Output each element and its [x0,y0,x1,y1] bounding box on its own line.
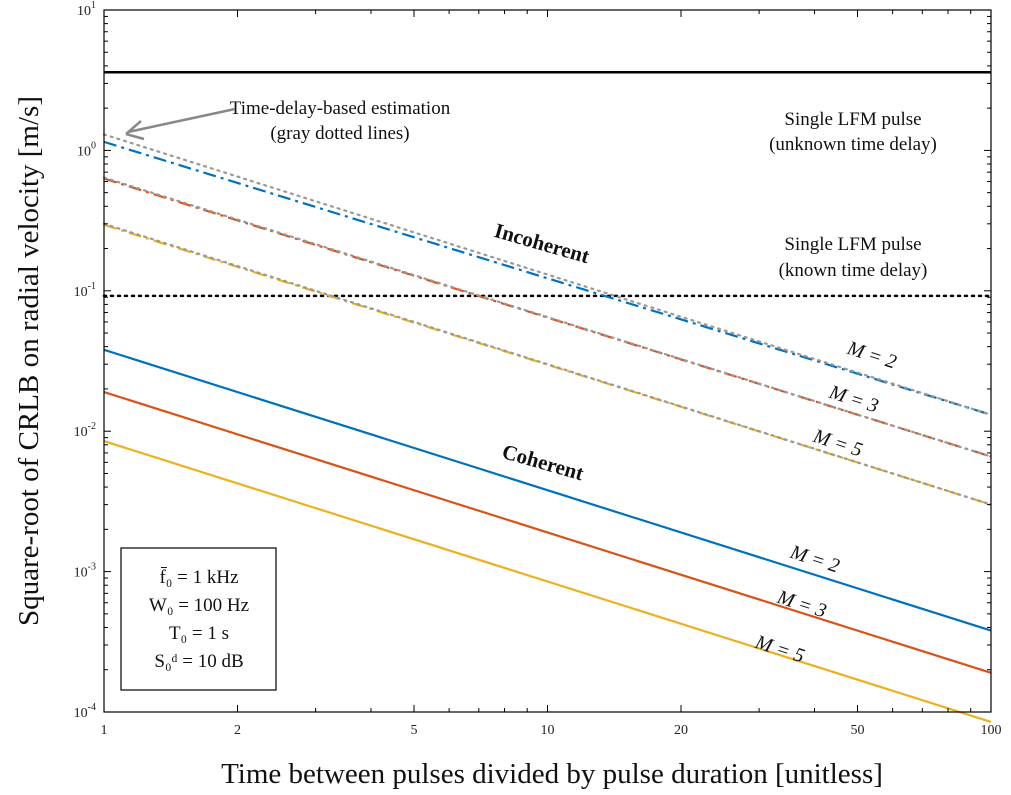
y-tick-label: 10-1 [74,281,96,300]
param-bandwidth: W₀ = 100 Hz [149,595,249,616]
series-line-incoherent-m3-3 [103,177,992,458]
label-incoherent-m2: M = 2 [844,337,899,374]
series-line-coherent-m5-10 [103,440,992,723]
x-tick-label: 50 [850,723,864,738]
series-line-incoherent-m2-2 [103,140,992,416]
x-tick-label: 10 [541,723,555,738]
series-line-time-delay-6 [102,176,993,458]
annot-single-known-line1: Single LFM pulse [784,234,921,255]
x-tick-label: 5 [410,723,417,738]
params-box [120,547,277,691]
series-line-coherent-m2-8 [103,348,992,632]
y-tick-label: 10-2 [74,421,96,440]
x-tick-label: 2 [234,723,241,738]
annot-single-unknown-line1: Single LFM pulse [784,109,921,130]
annot-timedelay-line2: (gray dotted lines) [270,123,409,144]
y-tick-label: 100 [77,140,96,159]
annot-timedelay-arrowhead [125,120,145,141]
annot-single-known-line2: (known time delay) [779,260,928,281]
y-tick-label: 10-4 [74,702,96,721]
label-coherent-m3: M = 3 [774,586,829,623]
annot-single-unknown-line2: (unknown time delay) [769,134,937,155]
ticks-layer: 1 2 5 10 20 50 100 10-4 10-3 10-2 10-1 100 101 [74,0,1002,738]
label-coherent-m2: M = 2 [787,541,842,578]
label-incoherent-m3: M = 3 [826,381,881,418]
x-tick-label: 1 [101,723,108,738]
x-tick-label: 100 [981,723,1002,738]
x-axis-title: Time between pulses divided by pulse dur… [221,758,883,790]
series-line-time-delay-7 [102,222,993,506]
x-tick-label: 20 [674,723,688,738]
label-coherent-m5: M = 5 [752,631,807,668]
y-tick-label: 101 [77,0,96,19]
y-axis-title: Square-root of CRLB on radial velocity [… [13,96,45,626]
series-line-time-delay-5 [102,133,993,416]
param-snr: S₀ᵈ = 10 dB [154,651,243,672]
annot-timedelay-line1: Time-delay-based estimation [230,98,451,119]
annot-timedelay-arrow [127,107,236,134]
param-center-frequency: f̄₀ = 1 kHz [159,567,238,588]
y-tick-label: 10-3 [74,562,96,581]
param-duration: T₀ = 1 s [169,623,229,644]
series-layer [102,71,993,723]
series-line-coherent-m3-9 [103,391,992,674]
